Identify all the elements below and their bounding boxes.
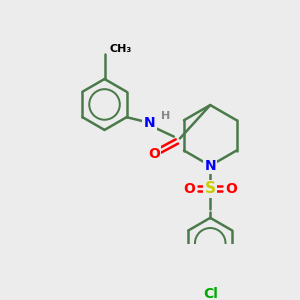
Text: S: S: [205, 181, 216, 196]
Text: O: O: [183, 182, 195, 196]
Text: Cl: Cl: [203, 287, 218, 300]
Text: O: O: [148, 147, 160, 160]
Text: CH₃: CH₃: [110, 44, 132, 54]
Text: N: N: [204, 159, 216, 173]
Text: O: O: [226, 182, 237, 196]
Text: H: H: [160, 111, 170, 121]
Text: N: N: [144, 116, 155, 130]
